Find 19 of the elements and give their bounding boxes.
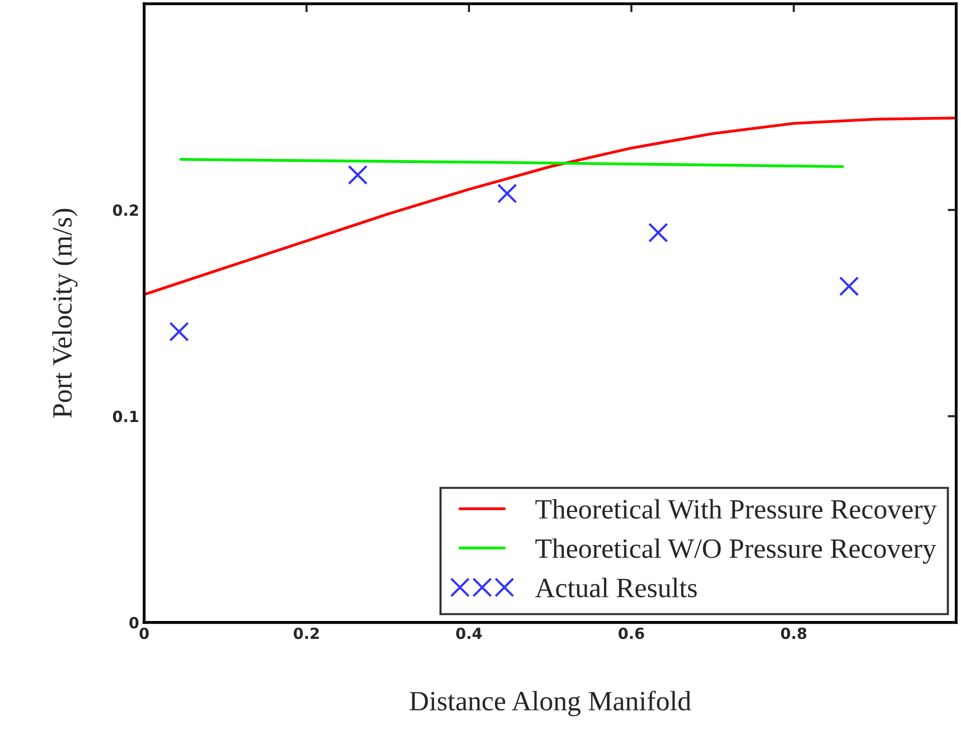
y-tick-label: 0.1 — [112, 410, 138, 422]
x-tick-label: 0.2 — [294, 628, 319, 640]
x-axis-title: Distance Along Manifold — [410, 690, 692, 716]
legend-label: Theoretical W/O Pressure Recovery — [535, 538, 936, 564]
x-tick-label: 0.8 — [780, 628, 806, 640]
y-tick-label: 0 — [129, 616, 139, 628]
legend-label: Theoretical With Pressure Recovery — [535, 499, 937, 524]
x-tick-label: 0.6 — [618, 628, 644, 640]
legend-label: Actual Results — [535, 578, 697, 598]
x-tick-label: 0.4 — [456, 628, 482, 640]
x-tick-label: 0 — [140, 628, 149, 640]
line-series — [144, 116, 956, 296]
point — [348, 164, 368, 185]
y-axis-title: Port Velocity (m/s) — [52, 208, 78, 418]
point — [497, 184, 518, 204]
point — [839, 276, 859, 296]
point — [648, 222, 668, 243]
y-tick-label: 0.2 — [112, 204, 138, 216]
point — [169, 322, 189, 342]
